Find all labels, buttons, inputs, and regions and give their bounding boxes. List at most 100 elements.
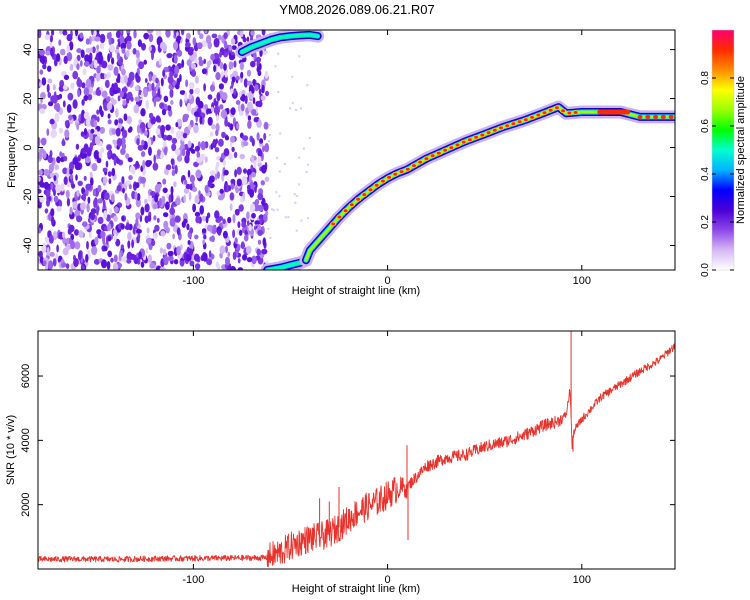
noise-speck bbox=[47, 65, 52, 72]
noise-speck bbox=[126, 258, 132, 264]
noise-speck bbox=[239, 153, 245, 160]
noise-speck bbox=[204, 30, 208, 34]
noise-speck bbox=[81, 82, 86, 89]
ridge-hotspot bbox=[660, 114, 666, 119]
noise-speck bbox=[214, 147, 220, 153]
noise-speck bbox=[143, 88, 148, 98]
spectrogram-axes: -100 0 100 -40 -20 0 20 40 bbox=[22, 30, 675, 287]
noise-speck bbox=[171, 137, 178, 144]
ridge-hotspot-core bbox=[492, 128, 497, 132]
noise-speck bbox=[147, 193, 151, 202]
noise-speck bbox=[70, 82, 75, 90]
noise-speck bbox=[115, 108, 119, 118]
noise-speck bbox=[39, 69, 44, 75]
noise-speck bbox=[40, 96, 43, 104]
noise-speck bbox=[275, 191, 278, 194]
noise-speck bbox=[207, 116, 213, 126]
spectrogram-panel: -100 0 100 -40 -20 0 20 40 Height of straight l… bbox=[6, 29, 676, 297]
noise-speck bbox=[298, 55, 301, 58]
noise-speck bbox=[174, 148, 181, 156]
noise-speck bbox=[194, 234, 199, 240]
noise-speck bbox=[100, 147, 105, 153]
noise-speck bbox=[232, 229, 236, 239]
noise-speck bbox=[62, 100, 66, 108]
noise-speck bbox=[218, 83, 224, 90]
noise-speck bbox=[207, 94, 213, 100]
noise-speck bbox=[233, 60, 237, 68]
noise-speck bbox=[135, 198, 141, 208]
noise-speck bbox=[176, 35, 182, 41]
noise-speck bbox=[246, 80, 253, 86]
noise-speck bbox=[120, 244, 125, 250]
noise-speck bbox=[166, 53, 173, 59]
noise-speck bbox=[96, 157, 102, 164]
snr-x-tick-label: -100 bbox=[182, 574, 204, 586]
noise-speck bbox=[51, 216, 55, 225]
noise-speck bbox=[133, 104, 140, 114]
noise-speck bbox=[219, 61, 224, 70]
noise-speck bbox=[161, 108, 167, 116]
noise-speck bbox=[241, 135, 248, 141]
noise-speck bbox=[121, 215, 125, 222]
noise-speck bbox=[195, 215, 201, 224]
noise-speck bbox=[215, 72, 221, 81]
noise-speck bbox=[75, 143, 80, 150]
noise-speck bbox=[90, 208, 97, 215]
noise-speck bbox=[221, 131, 226, 139]
noise-speck bbox=[91, 246, 98, 256]
noise-speck bbox=[268, 134, 271, 136]
noise-speck bbox=[228, 153, 233, 160]
noise-speck bbox=[240, 196, 244, 203]
noise-speck bbox=[246, 220, 250, 227]
ridge-hotspot-core bbox=[362, 193, 367, 197]
noise-speck bbox=[132, 225, 136, 235]
noise-speck bbox=[181, 59, 185, 68]
noise-speck bbox=[271, 208, 273, 211]
noise-speck bbox=[160, 77, 164, 87]
noise-speck bbox=[81, 99, 85, 106]
noise-speck bbox=[197, 42, 203, 50]
noise-speck bbox=[117, 95, 121, 102]
noise-speck bbox=[275, 156, 278, 159]
noise-speck bbox=[115, 238, 121, 247]
noise-speck bbox=[169, 217, 176, 227]
noise-speck bbox=[182, 132, 188, 139]
noise-speck bbox=[120, 148, 126, 155]
noise-speck bbox=[248, 174, 252, 184]
noise-speck bbox=[127, 157, 133, 163]
noise-speck bbox=[44, 236, 50, 243]
noise-speck bbox=[83, 61, 90, 67]
noise-speck bbox=[176, 49, 183, 57]
noise-speck bbox=[251, 171, 256, 178]
noise-speck bbox=[198, 56, 203, 62]
noise-speck bbox=[105, 96, 111, 103]
noise-speck bbox=[67, 92, 74, 101]
noise-speck bbox=[80, 49, 85, 58]
snr-y-axis-label: SNR (10 * v/v) bbox=[5, 415, 17, 485]
noise-speck bbox=[63, 176, 68, 186]
noise-speck bbox=[218, 138, 224, 147]
noise-speck bbox=[106, 261, 111, 270]
noise-speck bbox=[186, 223, 190, 231]
noise-speck bbox=[268, 140, 270, 143]
noise-speck bbox=[185, 79, 189, 88]
noise-speck bbox=[146, 227, 150, 234]
noise-speck bbox=[111, 57, 115, 65]
noise-speck bbox=[215, 129, 219, 137]
noise-speck bbox=[48, 235, 54, 244]
noise-speck bbox=[223, 40, 228, 50]
noise-speck bbox=[99, 33, 106, 44]
noise-speck bbox=[86, 147, 92, 157]
noise-speck bbox=[107, 113, 111, 119]
noise-speck bbox=[52, 95, 58, 104]
snr-axes: -100 0 100 2000 4000 6000 bbox=[20, 331, 675, 586]
noise-speck bbox=[114, 119, 119, 126]
noise-speck bbox=[56, 53, 61, 62]
noise-speck bbox=[244, 95, 248, 104]
noise-speck bbox=[168, 84, 173, 90]
noise-speck bbox=[66, 33, 73, 42]
noise-speck bbox=[209, 170, 216, 176]
noise-speck bbox=[144, 203, 150, 213]
noise-speck bbox=[199, 205, 204, 215]
noise-speck bbox=[59, 48, 66, 56]
